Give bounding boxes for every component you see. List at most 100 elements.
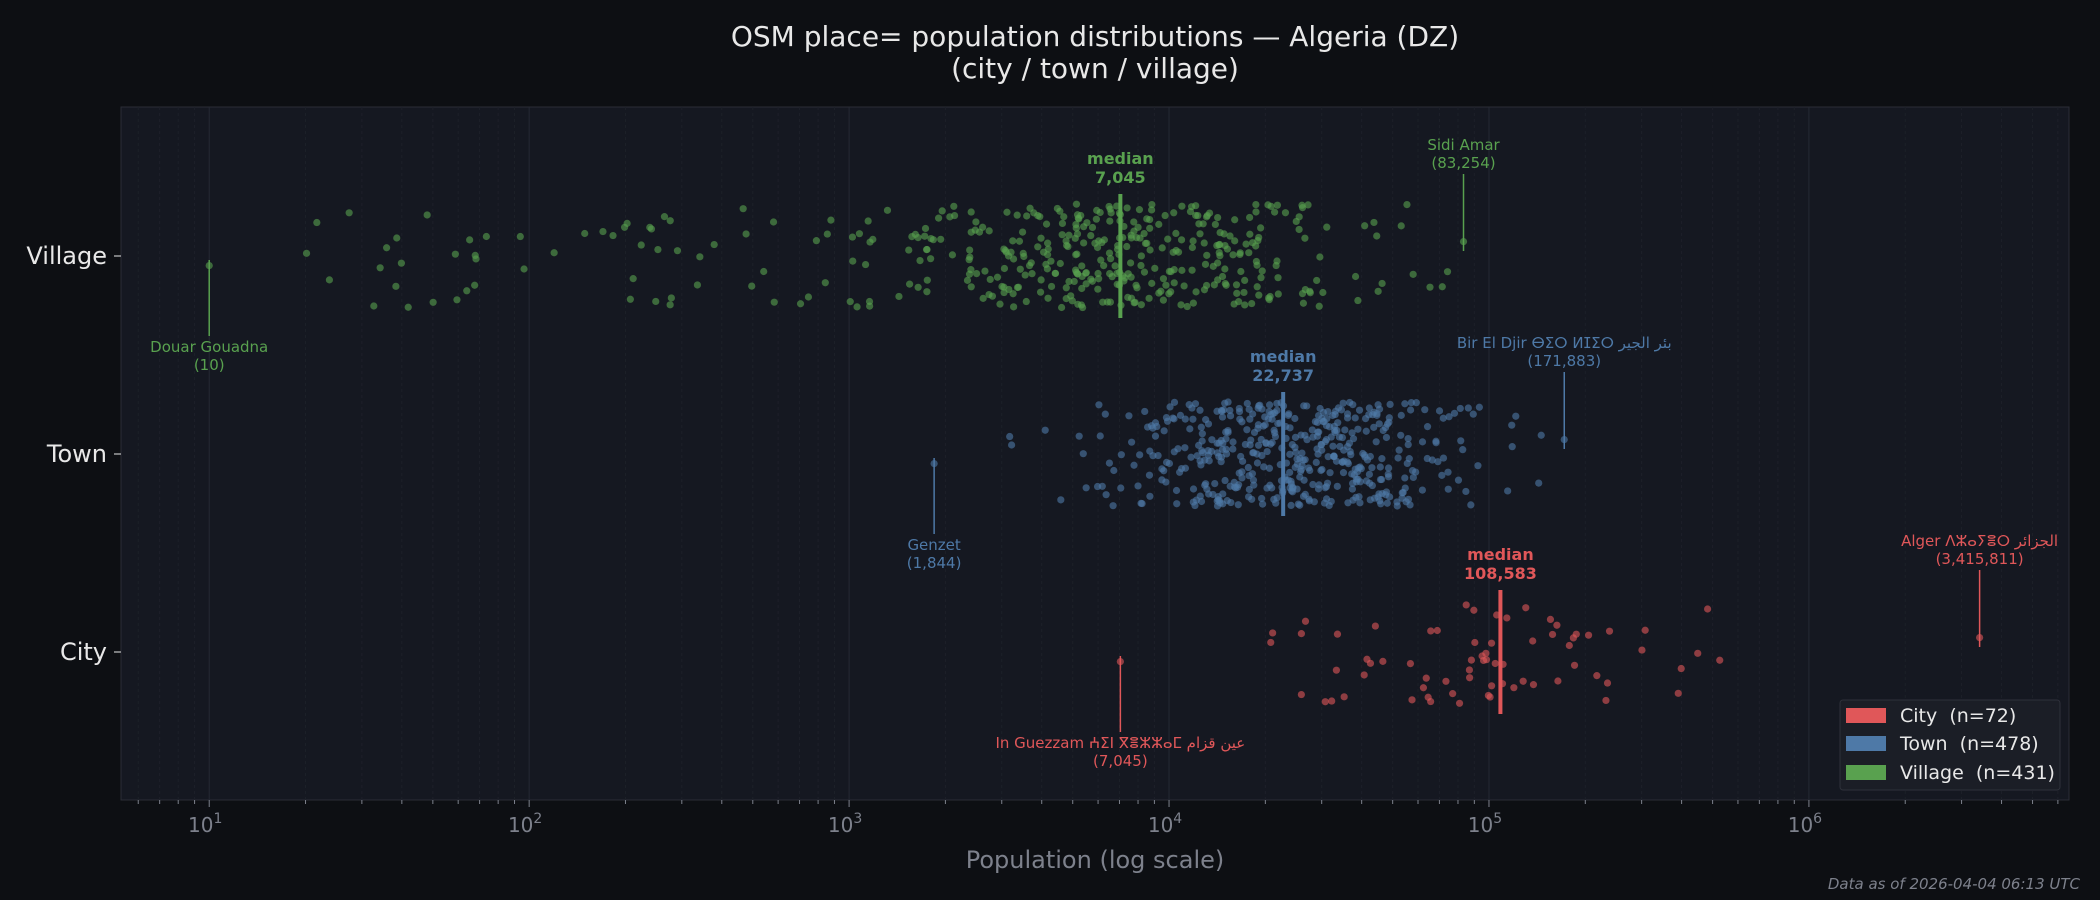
city-data-point	[1422, 674, 1430, 682]
x-tick-label: 106	[1788, 811, 1822, 837]
village-data-point	[1103, 298, 1112, 306]
city-data-point	[1605, 627, 1614, 635]
village-data-point	[1235, 298, 1243, 306]
village-data-point	[463, 287, 471, 295]
city-data-point	[1703, 605, 1712, 613]
town-data-point	[1434, 458, 1442, 466]
village-data-point	[993, 273, 1002, 281]
town-data-point	[1160, 427, 1168, 435]
village-data-point	[1053, 204, 1061, 213]
village-data-point	[1273, 201, 1282, 209]
village-data-point	[1072, 200, 1081, 208]
town-data-point	[1189, 415, 1197, 423]
village-data-point	[1248, 299, 1256, 308]
town-data-point	[1236, 415, 1244, 423]
town-data-point	[1261, 421, 1269, 429]
town-data-point	[1325, 501, 1333, 510]
village-data-point	[1188, 266, 1196, 274]
village-data-point	[1027, 259, 1035, 267]
town-data-point	[1397, 411, 1405, 419]
town-data-point	[1314, 450, 1322, 458]
village-data-point	[796, 300, 805, 308]
village-data-point	[1161, 211, 1169, 220]
village-data-point	[1137, 252, 1145, 260]
town-data-point	[1075, 432, 1083, 440]
village-data-point	[1180, 282, 1188, 290]
city-data-point	[1297, 630, 1305, 638]
village-data-point	[934, 214, 943, 222]
town-data-point	[1214, 496, 1222, 504]
town-data-point	[1235, 404, 1243, 413]
village-data-point	[1124, 293, 1132, 301]
village-data-point	[1272, 261, 1280, 270]
town-data-point	[1296, 473, 1304, 481]
town-data-point	[1213, 449, 1221, 457]
village-data-point	[1146, 246, 1154, 254]
town-data-point	[1324, 453, 1332, 461]
city-data-point	[1366, 659, 1375, 667]
city-data-point	[1593, 672, 1601, 680]
town-data-point	[1151, 419, 1160, 427]
town-data-point	[1151, 432, 1160, 440]
village-data-point	[1426, 283, 1434, 291]
village-data-point	[1315, 302, 1323, 310]
village-data-point	[748, 282, 756, 290]
village-data-point	[1165, 290, 1173, 298]
village-data-point	[1246, 230, 1254, 238]
village-data-point	[1301, 234, 1309, 242]
village-data-point	[1255, 233, 1263, 242]
town-data-point	[1224, 428, 1232, 436]
village-data-point	[1151, 264, 1159, 272]
village-data-point	[985, 227, 993, 235]
town-data-point	[1188, 404, 1196, 412]
village-data-point	[864, 217, 872, 225]
village-data-point	[846, 298, 854, 306]
village-data-point	[1306, 287, 1314, 295]
village-data-point	[1019, 249, 1027, 257]
village-data-point	[866, 302, 874, 310]
village-data-point	[979, 294, 987, 302]
city-data-point	[1466, 674, 1474, 682]
village-data-point	[1351, 272, 1360, 281]
town-data-point	[1435, 407, 1444, 415]
town-data-point	[1293, 485, 1301, 493]
village-data-point	[1159, 296, 1167, 304]
city-data-point	[1470, 606, 1478, 614]
town-data-point	[1287, 501, 1295, 510]
town-data-point	[1170, 398, 1179, 406]
village-data-point	[812, 237, 821, 245]
town-data-point	[1450, 409, 1459, 417]
village-data-point	[1257, 224, 1265, 232]
village-data-point	[1065, 277, 1073, 286]
village-data-point	[1088, 223, 1097, 232]
town-data-point	[1372, 438, 1380, 446]
annotation-name: Sidi Amar	[1427, 136, 1500, 154]
village-data-point	[967, 208, 975, 216]
village-data-point	[1270, 208, 1279, 216]
town-data-point	[1354, 425, 1362, 433]
village-data-point	[1192, 211, 1200, 220]
town-data-point	[1345, 439, 1354, 447]
village-data-point	[1074, 300, 1082, 308]
town-data-point	[1379, 426, 1387, 435]
town-data-point	[1474, 462, 1482, 470]
town-data-point	[1469, 410, 1477, 418]
town-data-point	[1382, 433, 1391, 442]
town-data-point	[1261, 413, 1269, 421]
village-data-point	[1192, 288, 1200, 296]
town-data-point	[1439, 454, 1448, 462]
legend-label-town: Town (n=478)	[1899, 733, 2039, 755]
town-data-point	[1272, 499, 1280, 507]
town-data-point	[1208, 436, 1216, 444]
town-data-point	[1355, 406, 1364, 414]
village-data-point	[423, 211, 431, 219]
town-data-point	[1102, 491, 1110, 499]
village-data-point	[1178, 266, 1186, 274]
town-data-point	[1404, 495, 1413, 503]
town-data-point	[1286, 450, 1294, 458]
town-data-point	[1362, 427, 1370, 435]
village-data-point	[1323, 223, 1331, 231]
town-data-point	[1117, 484, 1125, 492]
y-tick-label-town: Town	[46, 440, 107, 468]
